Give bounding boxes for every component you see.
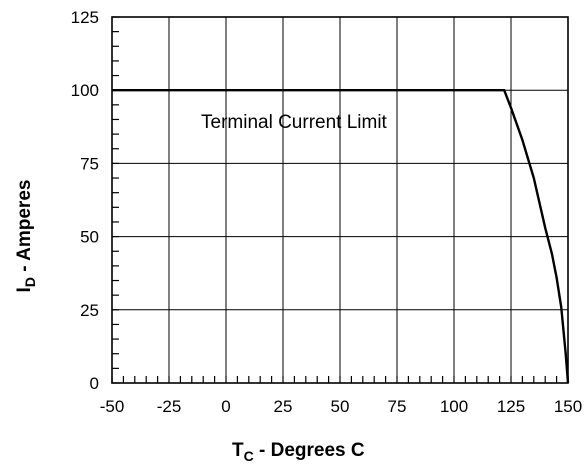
series-line-id-limit bbox=[112, 89, 570, 384]
x-tick-label: 150 bbox=[554, 397, 582, 416]
x-tick-label: -50 bbox=[100, 397, 125, 416]
x-tick-label: 125 bbox=[497, 397, 525, 416]
x-tick-label: 25 bbox=[274, 397, 293, 416]
annotation-terminal-current-limit: Terminal Current Limit bbox=[201, 112, 388, 133]
y-tick-label: 0 bbox=[90, 374, 99, 393]
y-axis-title: ID - Amperes bbox=[14, 180, 38, 293]
y-tick-label: 125 bbox=[71, 8, 99, 27]
minor-ticks bbox=[111, 16, 569, 384]
y-tick-labels: 0 25 50 75 100 125 bbox=[71, 8, 99, 393]
x-tick-label: 100 bbox=[440, 397, 468, 416]
y-tick-label: 100 bbox=[71, 81, 99, 100]
y-tick-label: 75 bbox=[80, 154, 99, 173]
y-tick-label: 25 bbox=[80, 301, 99, 320]
y-tick-label: 50 bbox=[80, 228, 99, 247]
plot-frame bbox=[111, 16, 569, 384]
x-tick-labels: -50 -25 0 25 50 75 100 125 150 bbox=[100, 397, 582, 416]
x-tick-label: -25 bbox=[157, 397, 182, 416]
x-tick-label: 0 bbox=[221, 397, 230, 416]
x-tick-label: 50 bbox=[331, 397, 350, 416]
x-axis-title: TC - Degrees C bbox=[232, 440, 365, 464]
grid-lines bbox=[111, 16, 569, 384]
x-tick-label: 75 bbox=[388, 397, 407, 416]
